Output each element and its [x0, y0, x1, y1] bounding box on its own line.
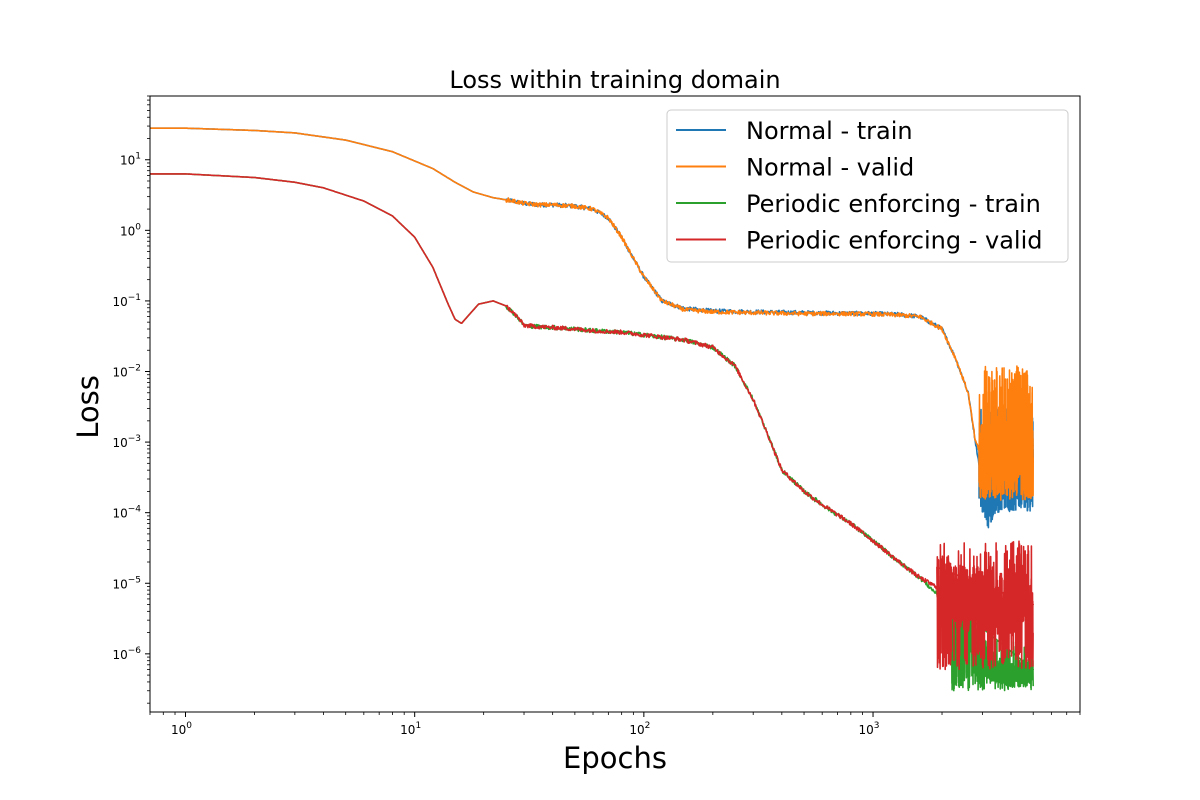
y-tick-label: 101 [120, 152, 141, 168]
chart-title: Loss within training domain [449, 66, 780, 94]
legend-box [666, 109, 1069, 263]
y-tick-label: 10−4 [112, 505, 141, 521]
x-axis-label: Epochs [563, 741, 667, 775]
y-tick-label: 10−1 [112, 293, 141, 309]
legend: Normal - train Normal - valid Periodic enf… [666, 109, 1069, 263]
y-tick-label: 100 [120, 222, 141, 238]
y-axis-label: Loss [71, 375, 105, 439]
series-line [150, 127, 1034, 501]
legend-label: Periodic enforcing - valid [746, 227, 1042, 255]
x-tick-label: 102 [629, 721, 650, 737]
plot-frame [149, 95, 1081, 713]
y-tick-label: 10−3 [112, 434, 141, 450]
y-tick-label: 10−5 [112, 575, 141, 591]
x-tick-label: 103 [859, 721, 880, 737]
x-tick-label: 101 [400, 721, 421, 737]
legend-label: Periodic enforcing - train [746, 190, 1041, 218]
series-line [150, 173, 1034, 671]
x-tick-label: 100 [171, 721, 192, 737]
legend-label: Normal - valid [746, 154, 914, 182]
y-tick-label: 10−2 [112, 364, 141, 380]
series-layer [150, 127, 1034, 692]
legend-label: Normal - train [746, 117, 913, 145]
ticks-layer: 100 101 102 103 101 100 10−1 10−2 10−3 10−4 10−5 10… [112, 95, 1081, 737]
y-tick-label: 10−6 [112, 646, 141, 662]
